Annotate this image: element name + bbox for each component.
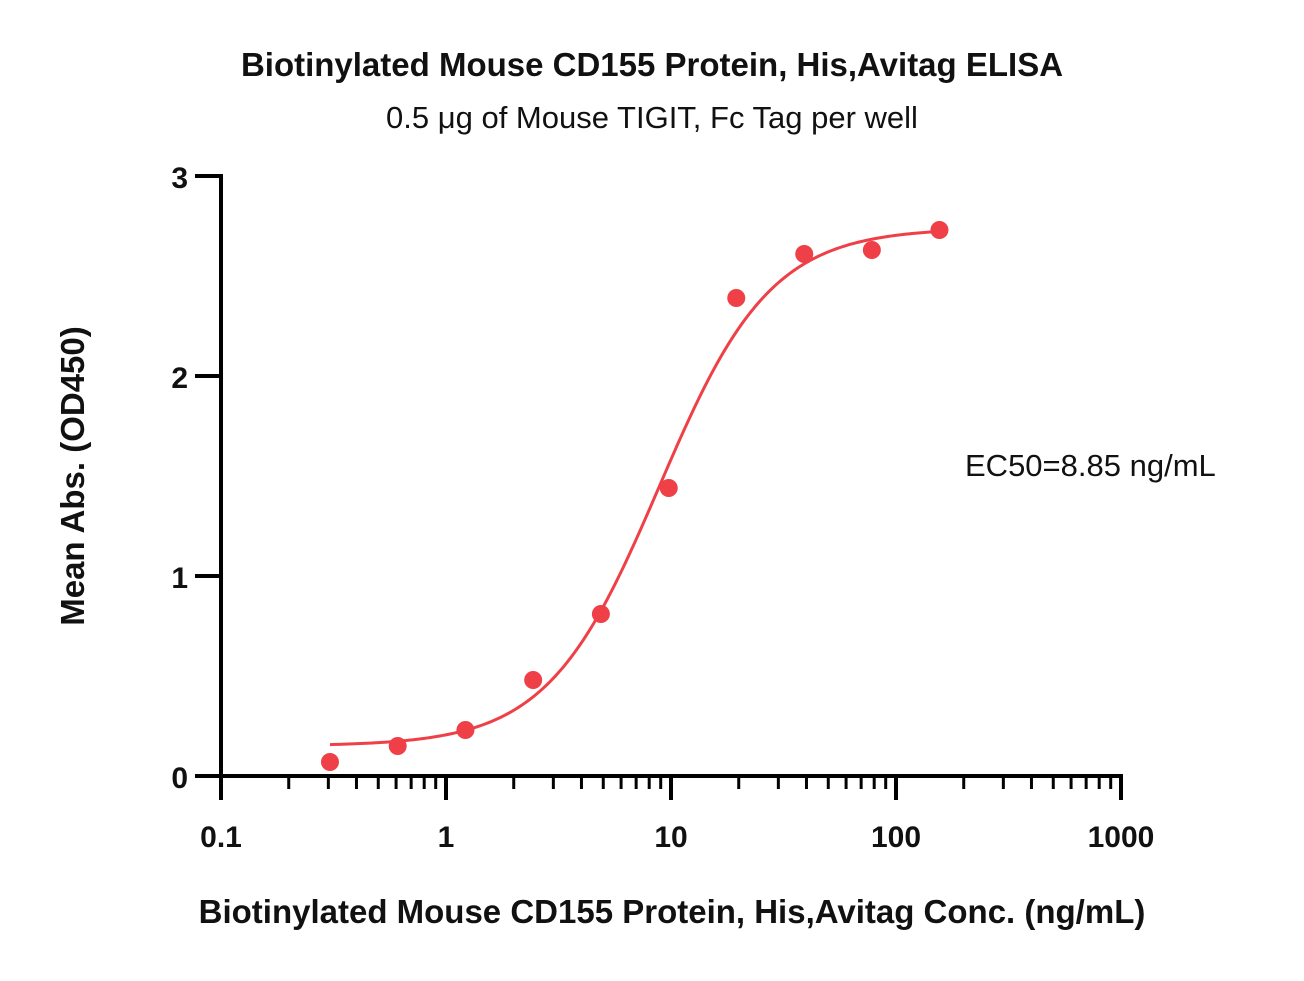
- data-point: [727, 289, 746, 307]
- ec50-annotation: EC50=8.85 ng/mL: [965, 448, 1216, 483]
- x-tick-label: 1000: [1088, 821, 1155, 854]
- data-point: [659, 479, 678, 497]
- x-tick-label: 100: [871, 821, 921, 854]
- y-axis-label: Mean Abs. (OD450): [54, 326, 91, 626]
- x-tick-label: 10: [654, 821, 687, 854]
- data-point: [524, 671, 543, 689]
- data-point: [795, 245, 814, 263]
- axes: [195, 174, 1123, 800]
- data-point: [930, 221, 949, 239]
- y-tick-label: 2: [171, 362, 188, 395]
- chart-subtitle: 0.5 μg of Mouse TIGIT, Fc Tag per well: [386, 100, 918, 135]
- chart-title: Biotinylated Mouse CD155 Protein, His,Av…: [240, 46, 1064, 83]
- tick-labels: 0.1 1 10 100 1000 0 1 2 3: [171, 162, 1154, 854]
- y-tick-label: 3: [171, 162, 188, 195]
- fit-curve-group: [329, 229, 940, 747]
- data-point: [456, 721, 475, 739]
- data-point: [388, 737, 407, 755]
- y-tick-label: 1: [171, 562, 188, 595]
- data-point: [862, 241, 881, 259]
- x-tick-label: 0.1: [200, 821, 242, 854]
- data-point: [591, 605, 610, 623]
- data-points: [320, 221, 949, 771]
- fit-curve: [329, 229, 940, 747]
- data-point: [320, 753, 339, 771]
- x-axis-label: Biotinylated Mouse CD155 Protein, His,Av…: [198, 893, 1146, 930]
- x-tick-label: 1: [438, 821, 455, 854]
- y-tick-label: 0: [171, 762, 188, 795]
